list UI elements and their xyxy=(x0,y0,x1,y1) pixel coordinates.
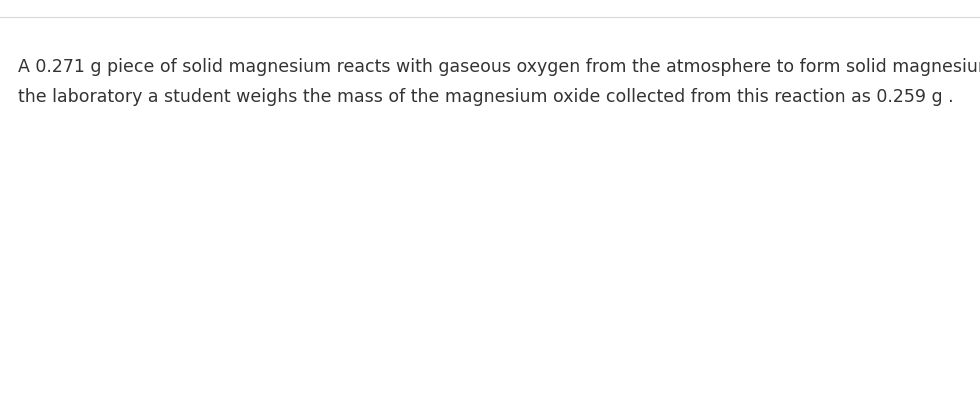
Text: the laboratory a student weighs the mass of the magnesium oxide collected from t: the laboratory a student weighs the mass… xyxy=(18,88,954,106)
Text: A 0.271 g piece of solid magnesium reacts with gaseous oxygen from the atmospher: A 0.271 g piece of solid magnesium react… xyxy=(18,58,980,76)
